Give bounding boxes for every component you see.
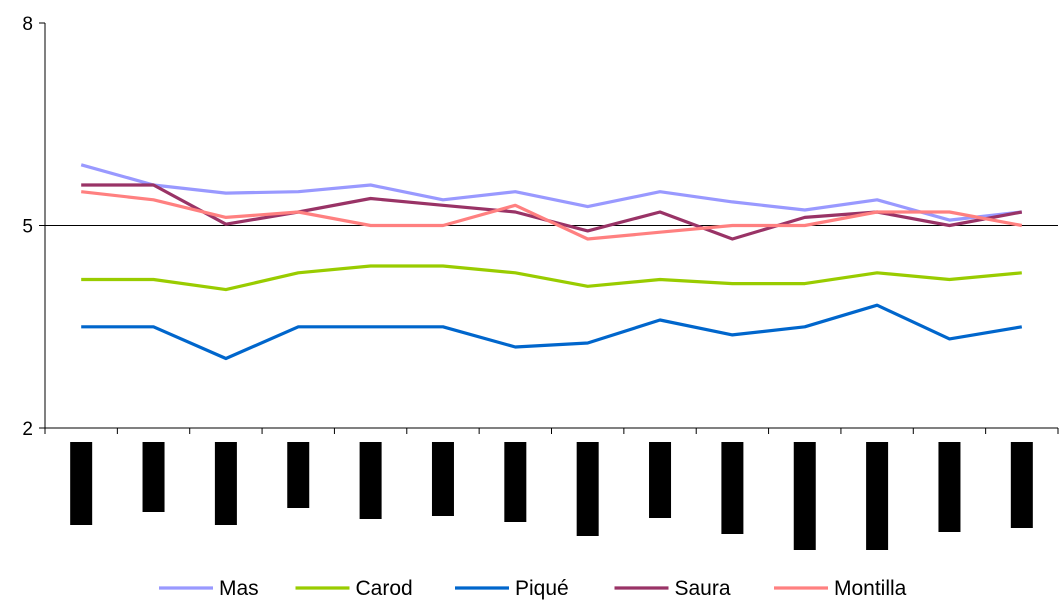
x-tick-label-mark bbox=[793, 442, 816, 550]
x-tick-label-mark bbox=[938, 442, 961, 532]
y-tick-label: 8 bbox=[22, 14, 33, 35]
x-tick-label-mark bbox=[287, 442, 310, 508]
x-tick-label-mark bbox=[649, 442, 672, 518]
legend: Mas Carod Piqué Saura Montilla bbox=[159, 577, 907, 600]
y-tick-label: 5 bbox=[22, 217, 33, 238]
x-tick-label-mark bbox=[142, 442, 165, 512]
x-tick-label-mark bbox=[1010, 442, 1033, 528]
x-tick-label-mark bbox=[504, 442, 527, 522]
x-tick-labels bbox=[70, 442, 1033, 550]
x-tick-label-mark bbox=[576, 442, 599, 536]
series-line-2 bbox=[81, 303, 1023, 361]
legend-label: Saura bbox=[675, 577, 731, 600]
legend-label: Carod bbox=[356, 577, 413, 600]
series-line-4 bbox=[81, 190, 1023, 241]
legend-label: Montilla bbox=[834, 577, 907, 600]
axes: 2 5 8 bbox=[22, 14, 1059, 440]
x-tick-label-mark bbox=[431, 442, 454, 516]
y-tick-label: 2 bbox=[22, 419, 33, 440]
legend-label: Mas bbox=[219, 577, 259, 600]
series-lines bbox=[80, 163, 1023, 361]
x-tick-label-mark bbox=[359, 442, 382, 519]
series-line-0 bbox=[80, 163, 1022, 222]
legend-label: Piqué bbox=[515, 577, 569, 600]
series-line-1 bbox=[81, 264, 1022, 292]
x-tick-label-mark bbox=[214, 442, 237, 525]
x-tick-label-mark bbox=[866, 442, 889, 550]
x-tick-label-mark bbox=[70, 442, 93, 525]
x-tick-label-mark bbox=[721, 442, 744, 534]
